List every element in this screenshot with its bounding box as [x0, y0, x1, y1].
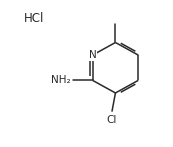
Text: N: N	[89, 50, 97, 60]
Text: HCl: HCl	[24, 12, 44, 25]
Text: NH₂: NH₂	[51, 75, 71, 85]
Text: Cl: Cl	[107, 115, 117, 125]
